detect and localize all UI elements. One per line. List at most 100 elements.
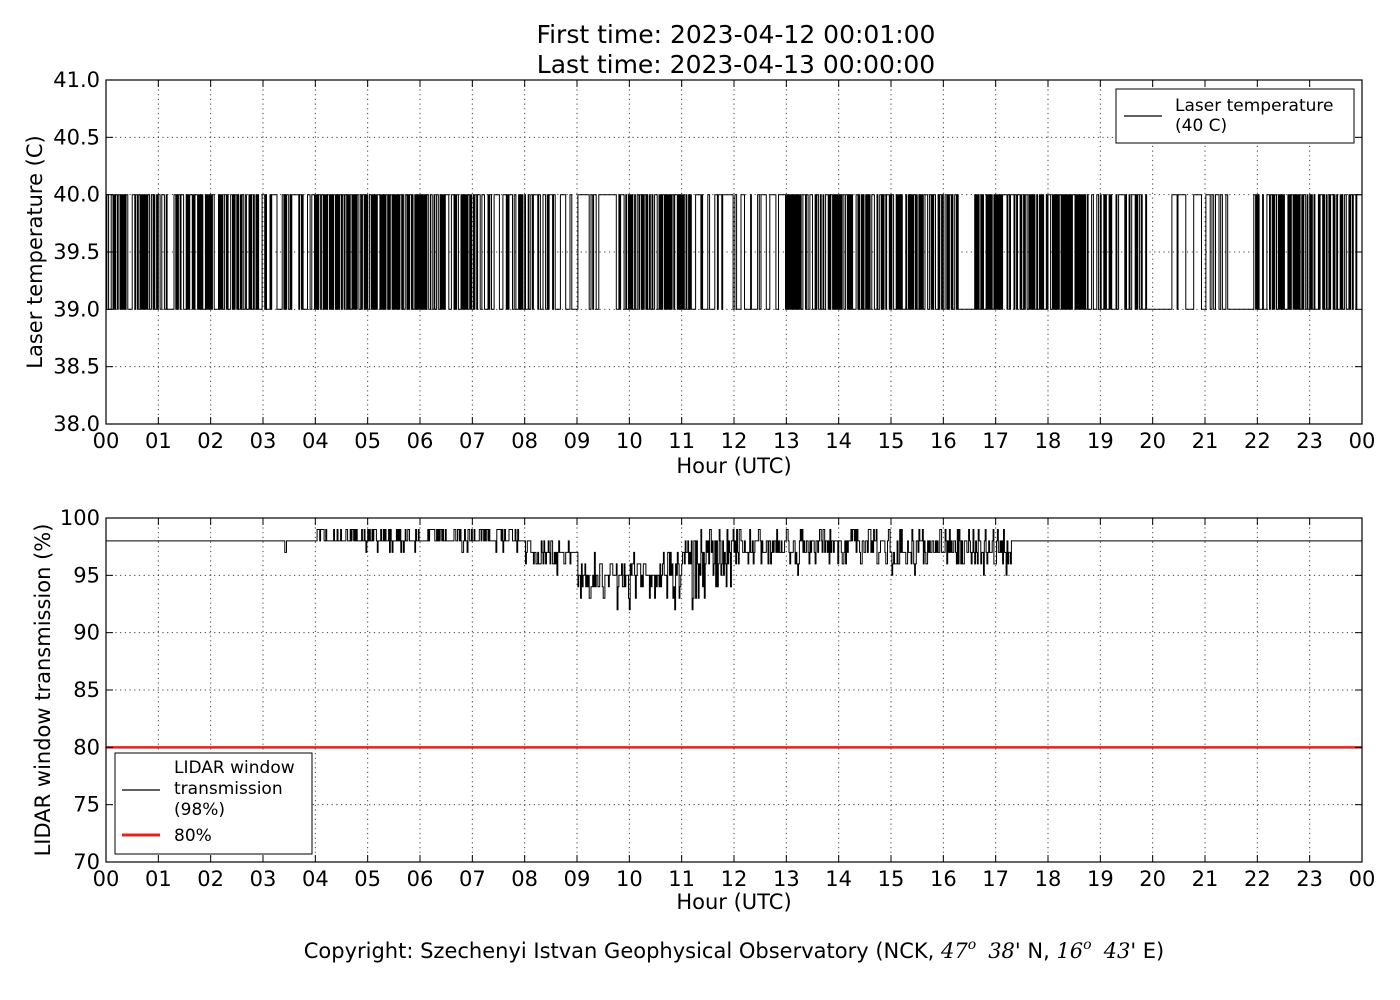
- laser-x-tick-label: 10: [616, 429, 643, 453]
- lidar-x-axis-label: Hour (UTC): [676, 890, 791, 914]
- laser-x-tick-label: 01: [145, 429, 172, 453]
- longitude-suffix: ' E): [1130, 939, 1164, 963]
- laser-x-tick-label: 11: [668, 429, 695, 453]
- laser-temperature-line: [106, 194, 1362, 310]
- laser-x-tick-label: 00: [1349, 429, 1376, 453]
- laser-legend-line: (40 C): [1175, 116, 1227, 136]
- lidar-x-tick-label: 21: [1192, 867, 1219, 891]
- lidar-x-tick-label: 00: [1349, 867, 1376, 891]
- laser-x-tick-label: 03: [250, 429, 277, 453]
- longitude-minutes: 43: [1103, 939, 1131, 963]
- laser-x-tick-label: 00: [93, 429, 120, 453]
- latitude-degree-sign: o: [968, 937, 976, 953]
- lidar-x-tick-label: 15: [878, 867, 905, 891]
- laser-temperature-series: [106, 194, 1362, 310]
- laser-x-tick-label: 18: [1035, 429, 1062, 453]
- laser-y-tick-label: 39.0: [53, 297, 100, 321]
- lidar-x-tick-label: 18: [1035, 867, 1062, 891]
- laser-y-tick-label: 40.0: [53, 183, 100, 207]
- lidar-x-tick-label: 14: [825, 867, 852, 891]
- laser-x-tick-label: 17: [982, 429, 1009, 453]
- laser-y-ticks: 38.0 38.5 39.0 39.5 40.0 40.5 41.0: [53, 68, 1362, 436]
- laser-x-tick-label: 05: [354, 429, 381, 453]
- lidar-y-axis-label: LIDAR window transmission (%): [31, 524, 55, 857]
- lidar-x-tick-label: 20: [1139, 867, 1166, 891]
- lidar-x-tick-label: 12: [721, 867, 748, 891]
- lidar-x-ticks: 00 01 02 03 04 05 06 07 08 09 10 11 12 13 14 15 16 17 18 19…: [93, 518, 1376, 891]
- laser-x-axis-label: Hour (UTC): [676, 454, 791, 478]
- lidar-x-tick-label: 04: [302, 867, 329, 891]
- laser-x-tick-label: 15: [878, 429, 905, 453]
- laser-y-tick-label: 38.0: [53, 412, 100, 436]
- copyright-prefix: Copyright: Szechenyi Istvan Geophysical …: [304, 939, 941, 963]
- laser-x-ticks: 00 01 02 03 04 05 06 07 08 09 10 11 12 13 14 15 16 17 18 19…: [93, 80, 1376, 453]
- lidar-transmission-line: [106, 529, 1362, 611]
- title-line-1: First time: 2023-04-12 00:01:00: [537, 20, 936, 49]
- laser-x-tick-label: 04: [302, 429, 329, 453]
- lidar-x-tick-label: 19: [1087, 867, 1114, 891]
- lidar-x-tick-label: 02: [197, 867, 224, 891]
- lidar-x-tick-label: 05: [354, 867, 381, 891]
- lidar-legend: LIDAR window transmission (98%) 80%: [114, 752, 313, 855]
- lidar-legend-box: [114, 752, 313, 855]
- laser-grid: [105, 79, 1363, 425]
- lidar-x-tick-label: 22: [1244, 867, 1271, 891]
- laser-legend-line: Laser temperature: [1175, 96, 1333, 116]
- lidar-x-tick-label: 10: [616, 867, 643, 891]
- laser-y-tick-label: 41.0: [53, 68, 100, 92]
- laser-y-tick-label: 38.5: [53, 355, 100, 379]
- laser-x-tick-label: 14: [825, 429, 852, 453]
- lidar-y-tick-label: 95: [73, 563, 100, 587]
- latitude-suffix: ' N,: [1015, 939, 1057, 963]
- lidar-x-tick-label: 01: [145, 867, 172, 891]
- lidar-x-tick-label: 07: [459, 867, 486, 891]
- lidar-y-tick-label: 75: [73, 793, 100, 817]
- laser-x-tick-label: 07: [459, 429, 486, 453]
- lidar-legend-label-threshold: 80%: [174, 826, 212, 846]
- latitude-minutes: 38: [988, 939, 1015, 963]
- laser-x-tick-label: 20: [1139, 429, 1166, 453]
- lidar-x-tick-label: 09: [564, 867, 591, 891]
- lidar-x-tick-label: 00: [93, 867, 120, 891]
- laser-y-tick-label: 40.5: [53, 125, 100, 149]
- lidar-y-ticks: 70 75 80 85 90 95 100: [60, 506, 1362, 874]
- lidar-y-tick-label: 70: [73, 850, 100, 874]
- laser-x-tick-label: 13: [773, 429, 800, 453]
- copyright-text: Copyright: Szechenyi Istvan Geophysical …: [304, 937, 1165, 963]
- lidar-legend-label-transmission: LIDAR window transmission (98%): [174, 758, 300, 820]
- laser-x-tick-label: 22: [1244, 429, 1271, 453]
- laser-y-tick-label: 39.5: [53, 240, 100, 264]
- lidar-x-tick-label: 23: [1296, 867, 1323, 891]
- lidar-legend-line: transmission: [174, 779, 283, 799]
- laser-x-tick-label: 09: [564, 429, 591, 453]
- lidar-transmission-chart: 00 01 02 03 04 05 06 07 08 09 10 11 12 13 14 15 16 17 18 19…: [31, 506, 1375, 914]
- laser-legend: Laser temperature (40 C): [1115, 88, 1355, 144]
- lidar-x-tick-label: 03: [250, 867, 277, 891]
- lidar-x-tick-label: 11: [668, 867, 695, 891]
- lidar-x-tick-label: 16: [930, 867, 957, 891]
- latitude-degrees: 47: [940, 939, 968, 963]
- lidar-y-tick-label: 90: [73, 621, 100, 645]
- lidar-y-tick-label: 80: [73, 735, 100, 759]
- longitude-degrees: 16: [1056, 939, 1083, 963]
- lidar-x-tick-label: 13: [773, 867, 800, 891]
- laser-y-axis-label: Laser temperature (C): [23, 135, 47, 368]
- title-line-2: Last time: 2023-04-13 00:00:00: [537, 50, 935, 79]
- laser-temperature-chart: 00 01 02 03 04 05 06 07 08 09 10 11 12 13 14 15 16 17 18 19…: [23, 68, 1375, 478]
- lidar-y-tick-label: 85: [73, 678, 100, 702]
- lidar-transmission-series: [106, 529, 1362, 749]
- lidar-x-tick-label: 06: [407, 867, 434, 891]
- lidar-legend-line: (98%): [174, 800, 225, 820]
- laser-x-tick-label: 16: [930, 429, 957, 453]
- longitude-degree-sign: o: [1083, 937, 1091, 953]
- lidar-legend-line: LIDAR window: [174, 758, 295, 778]
- lidar-y-tick-label: 100: [60, 506, 100, 530]
- lidar-x-tick-label: 17: [982, 867, 1009, 891]
- lidar-x-tick-label: 08: [511, 867, 538, 891]
- laser-x-tick-label: 02: [197, 429, 224, 453]
- laser-legend-label: Laser temperature (40 C): [1175, 96, 1339, 136]
- laser-x-tick-label: 08: [511, 429, 538, 453]
- laser-x-tick-label: 19: [1087, 429, 1114, 453]
- laser-x-tick-label: 12: [721, 429, 748, 453]
